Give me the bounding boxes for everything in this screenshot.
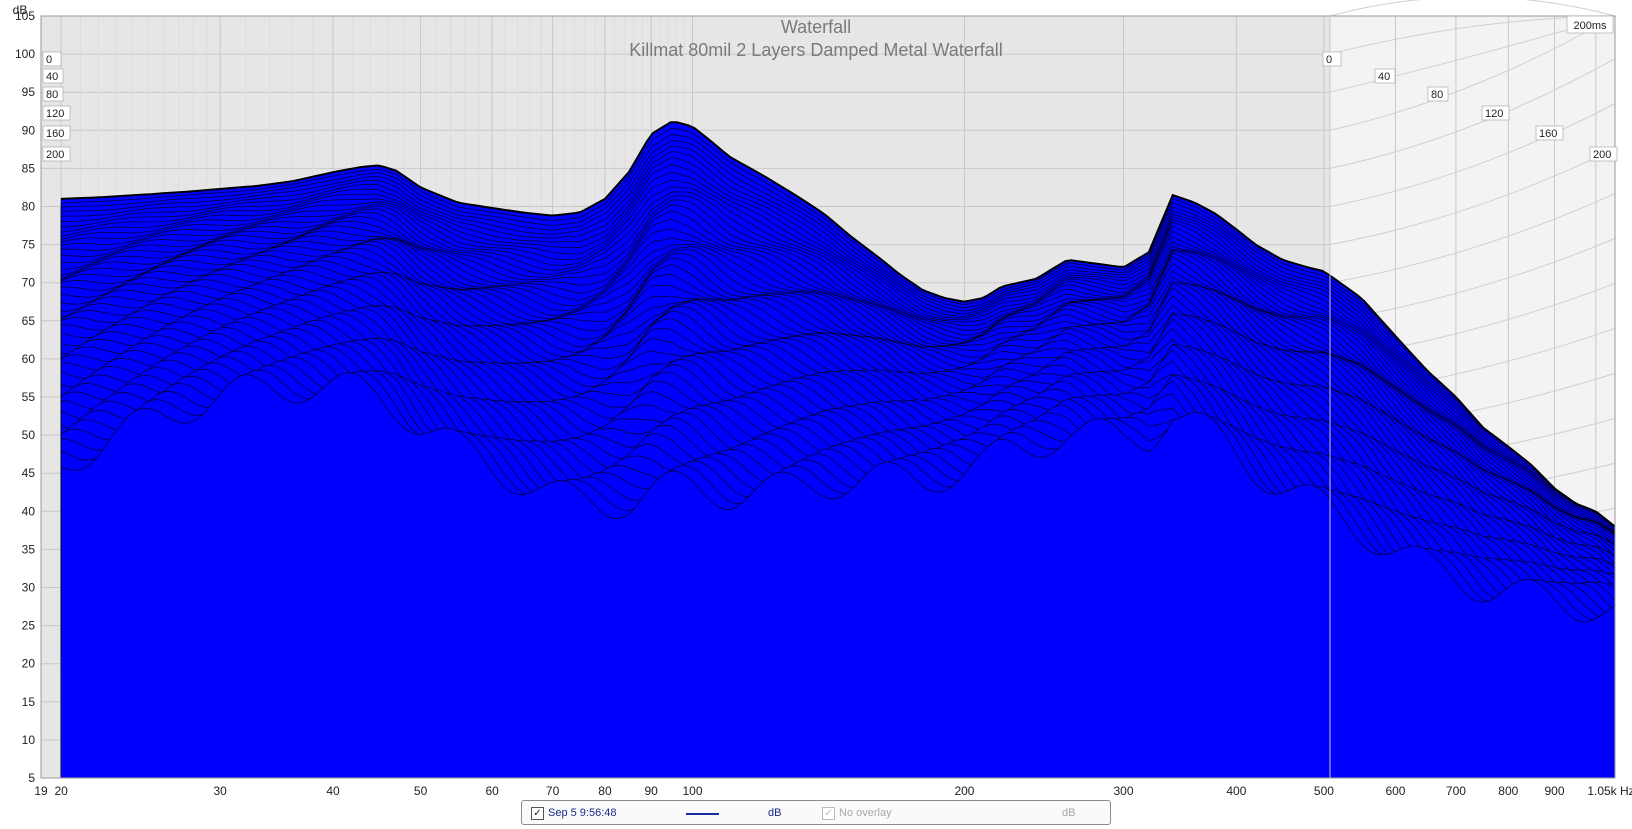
x-tick-label: 600 (1385, 784, 1405, 798)
x-tick-label: 70 (546, 784, 560, 798)
series-checkbox[interactable]: ✓ (531, 807, 544, 820)
y-tick-label: 85 (22, 161, 36, 175)
time-tick-right: 120 (1481, 105, 1510, 121)
x-tick-label: 400 (1226, 784, 1246, 798)
y-tick-label: 80 (22, 200, 36, 214)
y-tick-label: 75 (22, 238, 36, 252)
y-tick-label: 40 (22, 504, 36, 518)
chart-title: Waterfall (781, 17, 851, 37)
y-tick-label: 50 (22, 428, 36, 442)
x-tick-label: 60 (485, 784, 499, 798)
wall-gridline (1329, 58, 1616, 169)
time-axis-box: 200ms (1566, 15, 1614, 34)
wall-gridline (1329, 0, 1616, 17)
time-tick-label: 80 (46, 89, 58, 101)
time-tick-right: 80 (1427, 86, 1449, 102)
wall-gridline (1329, 193, 1616, 284)
x-tick-label: 20 (54, 784, 68, 798)
overlay-label: No overlay (839, 807, 892, 819)
y-tick-label: 70 (22, 276, 36, 290)
x-tick-label: 200 (954, 784, 974, 798)
x-tick-label: 500 (1314, 784, 1334, 798)
y-tick-label: 90 (22, 123, 36, 137)
wall-gridline (1329, 103, 1616, 207)
y-tick-label: 5 (28, 771, 35, 785)
y-tick-label: 35 (22, 542, 36, 556)
time-tick-label: 40 (46, 71, 58, 83)
y-tick-label: 105 (15, 9, 35, 23)
series-unit: dB (768, 807, 782, 819)
y-tick-label: 95 (22, 85, 36, 99)
time-tick-label: 160 (46, 128, 64, 140)
time-tick-right: 160 (1535, 125, 1564, 141)
plot-frame (40, 15, 1616, 779)
series-label: Sep 5 9:56:48 (548, 807, 617, 819)
time-tick-label: 200 (46, 149, 64, 161)
time-tick-left: 120 (42, 105, 71, 121)
time-tick-label: 160 (1539, 128, 1557, 140)
overlay-checkbox[interactable]: ✓ (822, 807, 835, 820)
time-tick-left: 200 (42, 146, 71, 162)
time-tick-right: 40 (1374, 68, 1396, 84)
time-tick-label: 120 (46, 108, 64, 120)
y-tick-label: 15 (22, 695, 36, 709)
time-tick-left: 80 (42, 86, 64, 102)
time-tick-label: 80 (1431, 89, 1443, 101)
y-tick-label: 100 (15, 47, 35, 61)
x-tick-label: 700 (1446, 784, 1466, 798)
x-tick-label: 80 (598, 784, 612, 798)
time-tick-label: 0 (1326, 54, 1332, 66)
x-tick-label: 30 (214, 784, 228, 798)
x-tick-label: 90 (645, 784, 659, 798)
x-tick-label: 50 (414, 784, 428, 798)
chart-subtitle: Killmat 80mil 2 Layers Damped Metal Wate… (629, 40, 1002, 60)
waterfall-floor-fill (61, 652, 1615, 778)
x-tick-label: 1.05k Hz (1587, 784, 1632, 798)
y-tick-label: 60 (22, 352, 36, 366)
time-tick-left: 40 (42, 68, 64, 84)
y-tick-label: 65 (22, 314, 36, 328)
time-tick-right: 0 (1322, 51, 1342, 67)
x-tick-label: 900 (1545, 784, 1565, 798)
time-tick-label: 120 (1485, 108, 1503, 120)
x-tick-label: 100 (683, 784, 703, 798)
time-tick-left: 160 (42, 125, 71, 141)
series-line-swatch (686, 813, 719, 815)
legend-bar: ✓ Sep 5 9:56:48 dB ✓ No overlay dB (521, 800, 1111, 825)
y-tick-label: 25 (22, 619, 36, 633)
overlay-unit: dB (1062, 807, 1076, 819)
y-tick-label: 30 (22, 581, 36, 595)
wall-gridline (1329, 148, 1616, 246)
series-line (61, 121, 1615, 528)
time-tick-right: 200 (1589, 146, 1618, 162)
y-tick-label: 55 (22, 390, 36, 404)
y-tick-label: 10 (22, 733, 36, 747)
y-axis-label: dB (13, 3, 28, 17)
y-tick-label: 45 (22, 466, 36, 480)
x-tick-label: 300 (1114, 784, 1134, 798)
time-tick-label: 0 (46, 54, 52, 66)
x-tick-label: 19 (34, 784, 48, 798)
y-tick-label: 20 (22, 657, 36, 671)
wall-gridline (1329, 15, 1616, 131)
time-tick-label: 200 (1593, 149, 1611, 161)
time-tick-label: 40 (1378, 71, 1390, 83)
time-axis-label: 200ms (1573, 20, 1607, 32)
x-tick-label: 800 (1498, 784, 1518, 798)
x-tick-label: 40 (326, 784, 340, 798)
time-tick-left: 0 (42, 51, 62, 67)
